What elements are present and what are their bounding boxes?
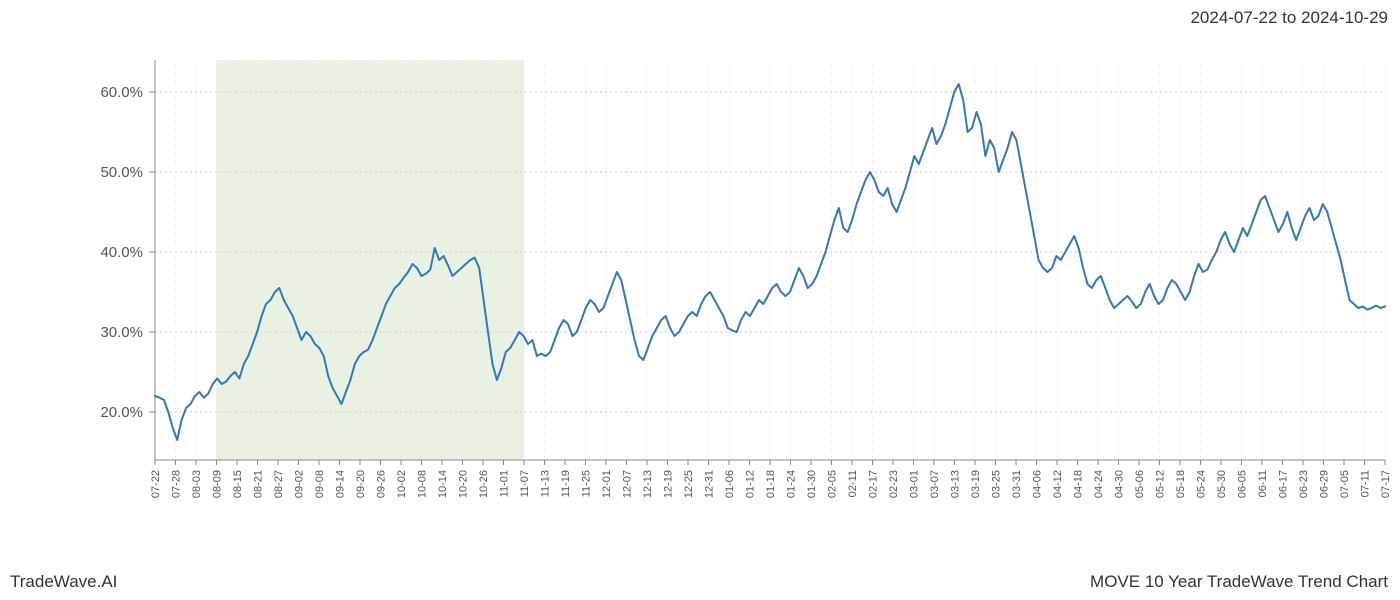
svg-text:05-24: 05-24 bbox=[1196, 470, 1208, 498]
svg-text:07-05: 07-05 bbox=[1339, 470, 1351, 498]
svg-text:08-15: 08-15 bbox=[232, 470, 244, 498]
svg-text:01-18: 01-18 bbox=[765, 470, 777, 498]
svg-text:09-14: 09-14 bbox=[335, 470, 347, 498]
brand-label: TradeWave.AI bbox=[10, 572, 117, 592]
svg-text:06-11: 06-11 bbox=[1257, 470, 1269, 497]
svg-text:10-26: 10-26 bbox=[478, 470, 490, 498]
svg-text:07-28: 07-28 bbox=[171, 470, 183, 498]
svg-text:60.0%: 60.0% bbox=[100, 84, 143, 101]
svg-text:08-03: 08-03 bbox=[191, 470, 203, 498]
svg-text:09-08: 09-08 bbox=[314, 470, 326, 498]
date-range-label: 2024-07-22 to 2024-10-29 bbox=[1190, 8, 1388, 28]
svg-text:10-02: 10-02 bbox=[396, 470, 408, 498]
svg-text:03-01: 03-01 bbox=[909, 470, 921, 498]
svg-text:10-08: 10-08 bbox=[417, 470, 429, 498]
svg-text:04-18: 04-18 bbox=[1073, 470, 1085, 498]
svg-text:04-06: 04-06 bbox=[1032, 470, 1044, 498]
svg-text:06-23: 06-23 bbox=[1298, 470, 1310, 498]
svg-text:07-17: 07-17 bbox=[1380, 470, 1392, 498]
svg-text:06-05: 06-05 bbox=[1237, 470, 1249, 498]
svg-text:01-12: 01-12 bbox=[745, 470, 757, 498]
svg-text:07-11: 07-11 bbox=[1360, 470, 1372, 497]
svg-text:10-14: 10-14 bbox=[437, 470, 449, 498]
svg-text:03-25: 03-25 bbox=[991, 470, 1003, 498]
svg-text:09-26: 09-26 bbox=[376, 470, 388, 498]
svg-text:08-09: 08-09 bbox=[212, 470, 224, 498]
svg-text:03-07: 03-07 bbox=[929, 470, 941, 498]
svg-text:12-25: 12-25 bbox=[683, 470, 695, 498]
svg-text:05-30: 05-30 bbox=[1216, 470, 1228, 498]
svg-text:05-12: 05-12 bbox=[1155, 470, 1167, 498]
svg-text:02-05: 02-05 bbox=[827, 470, 839, 498]
svg-text:05-18: 05-18 bbox=[1175, 470, 1187, 498]
svg-text:09-20: 09-20 bbox=[355, 470, 367, 498]
svg-text:12-31: 12-31 bbox=[704, 470, 716, 498]
svg-text:08-27: 08-27 bbox=[273, 470, 285, 498]
svg-text:03-13: 03-13 bbox=[950, 470, 962, 498]
svg-text:20.0%: 20.0% bbox=[100, 404, 143, 421]
svg-text:30.0%: 30.0% bbox=[100, 324, 143, 341]
svg-text:50.0%: 50.0% bbox=[100, 164, 143, 181]
svg-text:40.0%: 40.0% bbox=[100, 244, 143, 261]
svg-text:01-24: 01-24 bbox=[786, 470, 798, 498]
svg-text:12-07: 12-07 bbox=[622, 470, 634, 498]
svg-text:04-24: 04-24 bbox=[1093, 470, 1105, 498]
svg-text:01-30: 01-30 bbox=[806, 470, 818, 498]
svg-text:10-20: 10-20 bbox=[458, 470, 470, 498]
svg-text:01-06: 01-06 bbox=[724, 470, 736, 498]
svg-text:11-13: 11-13 bbox=[540, 470, 552, 497]
svg-text:03-31: 03-31 bbox=[1011, 470, 1023, 498]
svg-text:06-17: 06-17 bbox=[1278, 470, 1290, 498]
trend-chart: 20.0% 30.0% 40.0% 50.0% 60.0% 07-22 07-28 08-03… bbox=[0, 40, 1400, 560]
svg-text:11-07: 11-07 bbox=[519, 470, 531, 497]
svg-text:11-01: 11-01 bbox=[499, 470, 511, 497]
svg-text:06-29: 06-29 bbox=[1319, 470, 1331, 498]
svg-text:02-17: 02-17 bbox=[868, 470, 880, 498]
svg-text:02-11: 02-11 bbox=[847, 470, 859, 497]
svg-text:11-25: 11-25 bbox=[581, 470, 593, 497]
svg-text:04-12: 04-12 bbox=[1052, 470, 1064, 498]
svg-text:12-19: 12-19 bbox=[663, 470, 675, 498]
svg-text:08-21: 08-21 bbox=[253, 470, 265, 498]
svg-text:09-02: 09-02 bbox=[294, 470, 306, 498]
svg-text:05-06: 05-06 bbox=[1134, 470, 1146, 498]
svg-text:12-01: 12-01 bbox=[601, 470, 613, 498]
svg-text:04-30: 04-30 bbox=[1114, 470, 1126, 498]
svg-text:03-19: 03-19 bbox=[970, 470, 982, 498]
svg-text:07-22: 07-22 bbox=[150, 470, 162, 498]
svg-text:12-13: 12-13 bbox=[642, 470, 654, 498]
svg-text:02-23: 02-23 bbox=[888, 470, 900, 498]
chart-title: MOVE 10 Year TradeWave Trend Chart bbox=[1090, 572, 1388, 592]
svg-text:11-19: 11-19 bbox=[560, 470, 572, 497]
